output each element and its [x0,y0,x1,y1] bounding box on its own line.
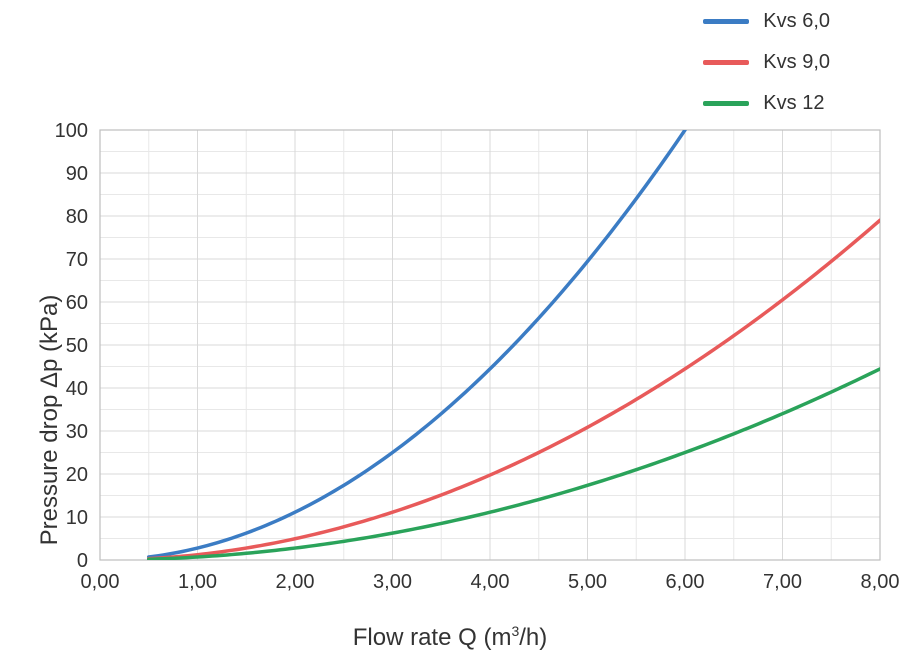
svg-text:1,00: 1,00 [178,571,217,593]
x-axis-title: Flow rate Q (m3/h) [0,623,900,652]
legend-item: Kvs 6,0 [703,10,830,33]
legend-swatch [703,60,749,65]
svg-text:5,00: 5,00 [568,571,607,593]
svg-text:90: 90 [66,163,88,185]
svg-text:3,00: 3,00 [373,571,412,593]
chart-svg: 0 10 20 30 40 50 60 70 80 90 100 0,00 1,00 2,00 3,00 4,… [0,120,900,620]
svg-text:0: 0 [77,550,88,572]
legend-item: Kvs 12 [703,92,830,115]
legend-swatch [703,19,749,24]
legend-label: Kvs 9,0 [763,51,830,74]
chart-legend: Kvs 6,0 Kvs 9,0 Kvs 12 [703,10,830,115]
svg-text:2,00: 2,00 [276,571,315,593]
svg-text:30: 30 [66,421,88,443]
svg-text:50: 50 [66,335,88,357]
svg-text:6,00: 6,00 [666,571,705,593]
legend-item: Kvs 9,0 [703,51,830,74]
svg-text:20: 20 [66,464,88,486]
svg-text:100: 100 [55,120,88,142]
legend-swatch [703,101,749,106]
legend-label: Kvs 6,0 [763,10,830,33]
legend-label: Kvs 12 [763,92,824,115]
svg-text:8,00: 8,00 [861,571,900,593]
svg-text:0,00: 0,00 [81,571,120,593]
svg-text:10: 10 [66,507,88,529]
svg-text:4,00: 4,00 [471,571,510,593]
svg-text:60: 60 [66,292,88,314]
svg-text:40: 40 [66,378,88,400]
chart-container: Pressure drop Δp (kPa) 0 10 20 30 40 50 60 70 80… [0,120,900,660]
y-axis-title: Pressure drop Δp (kPa) [36,295,64,546]
svg-text:7,00: 7,00 [763,571,802,593]
svg-text:70: 70 [66,249,88,271]
svg-text:80: 80 [66,206,88,228]
